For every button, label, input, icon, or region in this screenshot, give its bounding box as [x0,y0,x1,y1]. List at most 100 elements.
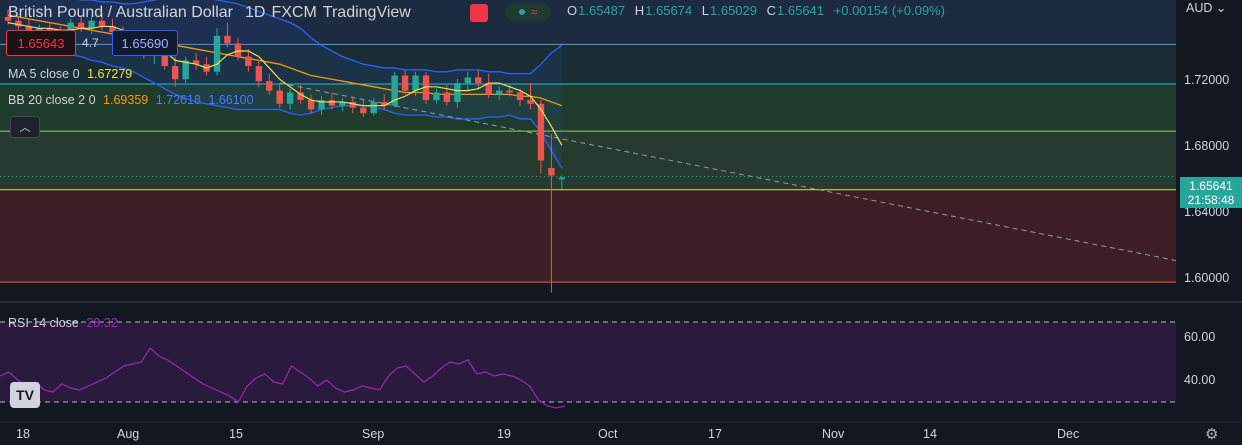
candle-body [255,66,262,82]
bb-upper-line [77,0,563,75]
time-tick: 17 [708,427,722,441]
candle-body [464,77,471,84]
candle-body [412,75,419,91]
low-value: 1.65029 [710,3,757,18]
time-tick: 19 [497,427,511,441]
candle-body [360,107,367,114]
currency-label[interactable]: AUD ⌄ [1186,1,1227,15]
price-tick: 1.64000 [1184,205,1230,219]
candle-body [558,177,566,180]
chevron-up-icon: ︿ [19,122,31,134]
candle-body [224,35,231,44]
candle-body [485,83,492,95]
close-value: 1.65641 [777,3,825,18]
price-tick: 1.60000 [1184,271,1230,285]
rsi-band [0,322,1176,402]
time-tick: 18 [16,427,30,441]
candle-body [276,90,283,104]
market-status-badge[interactable]: ≈ [505,3,551,21]
zone-green-light [0,131,1176,190]
gear-icon[interactable]: ⚙ [1205,426,1219,443]
candle-body [98,20,106,27]
candle-body [548,167,555,176]
ma-line [7,22,563,146]
candle-body [67,22,74,36]
candle-body [506,90,513,93]
candle-body [213,35,221,72]
candle-body [234,43,242,57]
market-open-dot-icon [518,9,525,15]
candle-body [297,92,304,101]
rsi-tick: 40.00 [1184,373,1216,387]
high-value: 1.65674 [645,3,693,18]
time-tick: Dec [1057,427,1080,441]
zone-blue [0,0,1176,45]
platform: TradingView [322,4,411,21]
chart-header: British Pound / Australian Dollar 1D FXC… [8,0,417,26]
rsi-legend[interactable]: RSI 14 close 28.32 [8,316,118,330]
bb-basis-line [7,14,563,107]
time-tick: 15 [229,427,243,441]
candle-body [381,101,388,106]
candle-body [192,60,200,65]
rsi-tick: 60.00 [1184,330,1216,344]
bb-upper-value: 1.72618 [155,93,201,107]
open-value: 1.65487 [578,3,626,18]
candle-body [36,28,43,31]
price-tick: 1.68000 [1184,139,1230,153]
bb-legend[interactable]: BB 20 close 2 0 1.69359 1.72618 1.66100 [8,93,254,107]
exchange: FXCM [271,4,317,21]
candle-body [4,16,12,21]
sell-button[interactable]: 1.65643 [6,30,76,56]
candle-body [266,81,273,91]
candle-body [318,100,325,110]
time-tick: Aug [117,427,140,441]
candle-body [245,56,252,67]
candle-body [172,66,179,80]
candle-body [161,50,168,67]
candle-body [401,75,409,91]
candle-body [88,20,95,29]
candle-body [77,22,85,29]
bb-lower-line [7,38,563,169]
time-tick: Sep [362,427,385,441]
candle-body [328,100,336,106]
interval[interactable]: 1D [245,4,266,21]
candle-body [15,20,22,27]
candle-body [307,100,315,110]
tradingview-logo-icon[interactable]: TV [10,382,40,408]
flag-icon[interactable] [470,4,488,22]
ma-legend[interactable]: MA 5 close 0 1.67279 [8,67,133,81]
candle-body [339,101,346,106]
bb-basis-value: 1.69359 [103,93,149,107]
spread-value: 4.7 [82,36,99,50]
last-price: 1.65641 [1189,178,1233,193]
change-value: +0.00154 (+0.09%) [833,3,945,18]
time-tick: 14 [923,427,937,441]
zone-red [0,189,1176,283]
bar-countdown: 21:58:48 [1187,192,1235,207]
candle-body [109,26,116,33]
buy-button[interactable]: 1.65690 [112,30,178,56]
candle-body [475,77,482,84]
ohlc-readout: O1.65487 H1.65674 L1.65029 C1.65641 +0.0… [567,3,945,18]
chevron-down-icon: ⌄ [1215,1,1227,15]
wave-icon: ≈ [530,5,538,19]
rsi-value: 28.32 [86,316,118,330]
bb-lower-value: 1.66100 [208,93,254,107]
candle-body [433,92,440,101]
candle-body [495,90,503,95]
collapse-legend-button[interactable]: ︿ [10,116,40,138]
price-axis [1176,0,1242,445]
candle-body [537,103,545,161]
candle-body [527,100,534,104]
zone-green [0,83,1176,132]
time-tick: Nov [822,427,845,441]
candle-body [182,60,189,80]
candle-body [349,101,357,108]
candle-body [422,75,430,101]
price-tick: 1.72000 [1184,73,1230,87]
ma-value: 1.67279 [87,67,133,81]
symbol-name[interactable]: British Pound / Australian Dollar [8,4,233,21]
